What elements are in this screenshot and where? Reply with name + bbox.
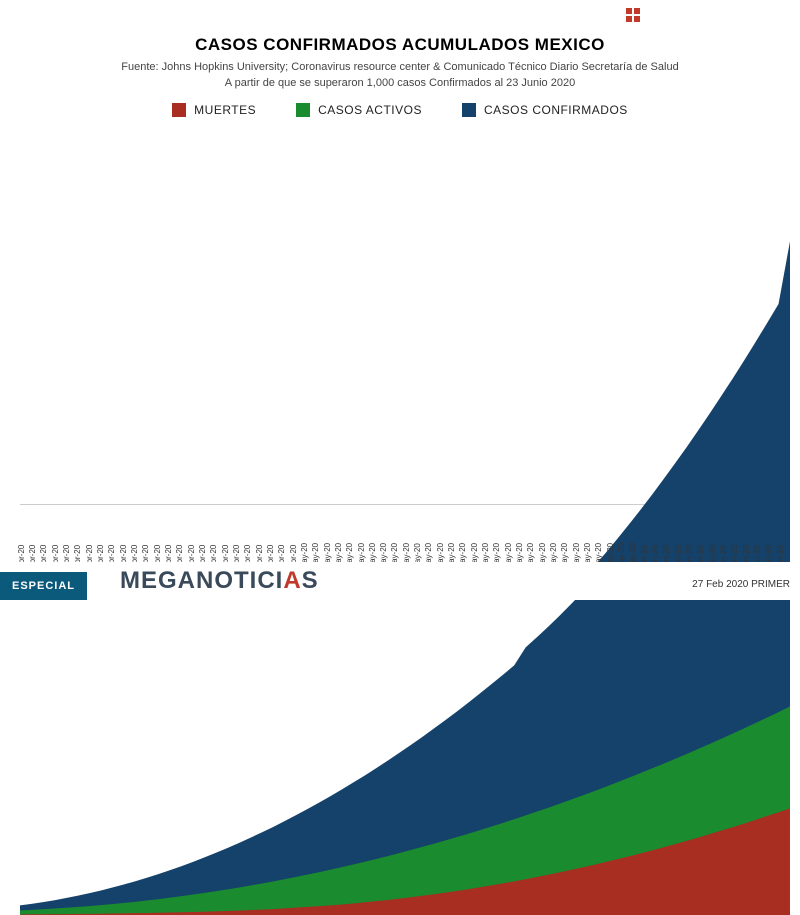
footer-right-text: 27 Feb 2020 PRIMER — [692, 579, 790, 590]
chart-subtitle-1: Fuente: Johns Hopkins University; Corona… — [0, 61, 800, 73]
legend-item-2: CASOS CONFIRMADOS — [462, 103, 628, 117]
brand-suffix: S — [302, 567, 319, 594]
legend-swatch — [172, 103, 186, 117]
chart-title: CASOS CONFIRMADOS ACUMULADOS MEXICO — [0, 35, 800, 55]
legend-label: MUERTES — [194, 103, 256, 117]
legend-item-1: CASOS ACTIVOS — [296, 103, 422, 117]
logo-icon — [626, 8, 640, 22]
brand-logo: MEGANOTICIAS — [120, 567, 319, 595]
chart-subtitle-2: A partir de que se superaron 1,000 casos… — [0, 77, 800, 89]
x-tick: 13-jun-20 — [779, 507, 790, 562]
brand-prefix: MEGA — [120, 567, 196, 594]
footer: ESPECIAL MEGANOTICIAS 27 Feb 2020 PRIMER — [0, 562, 800, 600]
header: CASOS CONFIRMADOS ACUMULADOS MEXICO Fuen… — [0, 0, 800, 89]
legend-label: CASOS ACTIVOS — [318, 103, 422, 117]
chart-area — [20, 145, 790, 505]
legend-label: CASOS CONFIRMADOS — [484, 103, 628, 117]
legend-swatch — [462, 103, 476, 117]
legend-swatch — [296, 103, 310, 117]
brand-main: NOTICI — [196, 567, 283, 594]
brand-accent: A — [283, 567, 301, 594]
x-axis: 06-abr-2007-abr-2008-abr-2009-abr-2010-a… — [20, 507, 790, 562]
legend-item-0: MUERTES — [172, 103, 256, 117]
especial-tab: ESPECIAL — [0, 572, 87, 600]
legend: MUERTES CASOS ACTIVOS CASOS CONFIRMADOS — [0, 103, 800, 117]
